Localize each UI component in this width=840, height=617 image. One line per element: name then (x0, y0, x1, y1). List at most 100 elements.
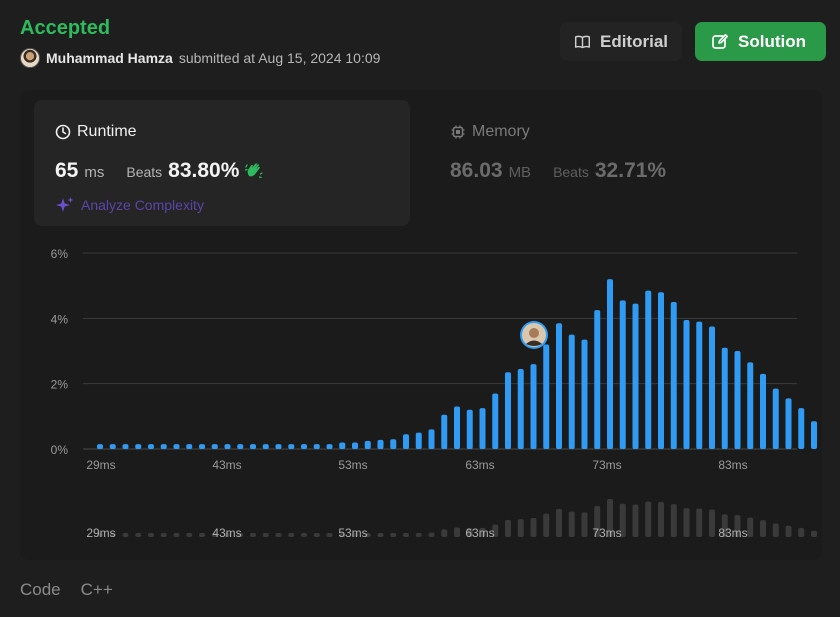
runtime-bar[interactable] (211, 444, 218, 449)
user-name[interactable]: Muhammad Hamza (46, 50, 173, 66)
memory-beats-label: Beats (553, 164, 589, 180)
runtime-bar[interactable] (517, 368, 524, 449)
x-tick-label: 43ms (212, 458, 241, 472)
runtime-bar[interactable] (747, 362, 754, 449)
runtime-bar[interactable] (224, 444, 231, 449)
runtime-bar[interactable] (568, 334, 575, 449)
overview-bar (683, 508, 690, 537)
overview-bar (224, 533, 231, 537)
runtime-bar[interactable] (237, 444, 244, 449)
memory-header[interactable]: Memory (450, 123, 530, 141)
runtime-bar[interactable] (658, 292, 664, 449)
runtime-bar[interactable] (403, 434, 409, 449)
runtime-bar[interactable] (288, 444, 295, 449)
runtime-bar[interactable] (352, 442, 358, 449)
editorial-button[interactable]: Editorial (560, 22, 682, 61)
user-avatar[interactable] (20, 48, 40, 68)
solution-button[interactable]: Solution (695, 22, 826, 61)
overview-bar (288, 533, 295, 537)
runtime-bar[interactable] (607, 279, 613, 449)
overview-bar (798, 527, 805, 537)
runtime-bar[interactable] (275, 444, 282, 449)
overview-bar (364, 533, 371, 537)
memory-beats-value: 32.71% (594, 159, 667, 182)
runtime-bar[interactable] (645, 290, 652, 449)
runtime-bar[interactable] (505, 372, 511, 449)
runtime-bar[interactable] (390, 439, 397, 449)
overview-bar (339, 533, 346, 537)
runtime-bar[interactable] (696, 321, 703, 449)
runtime-bar[interactable] (301, 444, 307, 449)
clap-icon (245, 163, 264, 179)
runtime-bar[interactable] (683, 319, 690, 449)
x-tick-label: 73ms (592, 458, 621, 472)
runtime-bar[interactable] (479, 408, 486, 449)
runtime-bar[interactable] (199, 444, 205, 449)
runtime-bar[interactable] (760, 373, 766, 449)
overview-bar (645, 501, 652, 537)
runtime-bar[interactable] (148, 444, 154, 449)
runtime-bar[interactable] (415, 432, 422, 449)
runtime-bar[interactable] (492, 393, 499, 449)
runtime-bar[interactable] (313, 444, 320, 449)
runtime-beats-label: Beats (126, 164, 163, 180)
runtime-bar[interactable] (377, 439, 384, 449)
runtime-bar[interactable] (556, 323, 562, 449)
runtime-bar[interactable] (619, 300, 626, 449)
runtime-bar[interactable] (734, 351, 741, 449)
runtime-bar[interactable] (721, 347, 728, 449)
runtime-distribution-chart[interactable]: 6% 4% 2% 0% 29ms 43ms 53ms 63ms 73ms 83ms 29ms 43… (0, 0, 840, 560)
memory-value: 86.03 (450, 159, 503, 182)
overview-bar (505, 519, 511, 537)
overview-bar (148, 533, 154, 537)
runtime-bar[interactable] (364, 440, 371, 449)
analyze-complexity-button[interactable]: Analyze Complexity (55, 196, 204, 214)
runtime-bar[interactable] (670, 302, 677, 449)
overview-bar (568, 511, 575, 537)
runtime-card[interactable] (34, 100, 410, 226)
overview-bar (390, 533, 397, 537)
code-tabs: Code C++ (20, 580, 113, 600)
runtime-bar[interactable] (173, 444, 180, 449)
analyze-label: Analyze Complexity (81, 197, 204, 213)
runtime-bar[interactable] (135, 444, 142, 449)
user-runtime-marker[interactable] (520, 321, 548, 349)
runtime-bar[interactable] (811, 421, 817, 449)
runtime-bar[interactable] (581, 339, 588, 449)
runtime-bar[interactable] (543, 344, 550, 449)
runtime-bar[interactable] (186, 444, 193, 449)
runtime-bar[interactable] (339, 442, 346, 449)
runtime-bar[interactable] (97, 444, 103, 449)
runtime-bar[interactable] (122, 444, 129, 449)
overview-bar (466, 528, 473, 537)
runtime-bar[interactable] (109, 444, 116, 449)
runtime-bar[interactable] (160, 444, 167, 449)
tab-code[interactable]: Code (20, 580, 61, 599)
runtime-bar[interactable] (326, 444, 333, 449)
runtime-bar[interactable] (250, 444, 256, 449)
runtime-bar[interactable] (441, 414, 448, 449)
overview-bar (441, 529, 448, 537)
overview-bar (517, 519, 524, 537)
runtime-bar[interactable] (454, 406, 460, 449)
runtime-bar[interactable] (798, 408, 805, 449)
runtime-bar[interactable] (785, 398, 792, 449)
overview-bar (275, 533, 282, 537)
runtime-bar[interactable] (709, 326, 715, 450)
runtime-bar[interactable] (428, 429, 435, 449)
overview-bar (403, 533, 409, 537)
overview-bar (173, 533, 180, 537)
submission-info: Muhammad Hamza submitted at Aug 15, 2024… (20, 48, 380, 68)
x-tick-label: 63ms (465, 458, 494, 472)
runtime-bar[interactable] (594, 310, 601, 449)
runtime-header: Runtime (55, 123, 137, 141)
runtime-bar[interactable] (632, 303, 639, 449)
runtime-bar[interactable] (772, 388, 779, 449)
runtime-bar[interactable] (466, 409, 473, 449)
sparkle-icon (56, 197, 74, 212)
overview-bar (709, 509, 715, 537)
tab-language[interactable]: C++ (80, 580, 113, 599)
runtime-bar[interactable] (262, 444, 269, 449)
runtime-bar[interactable] (530, 364, 537, 449)
overview-bar (313, 533, 320, 537)
